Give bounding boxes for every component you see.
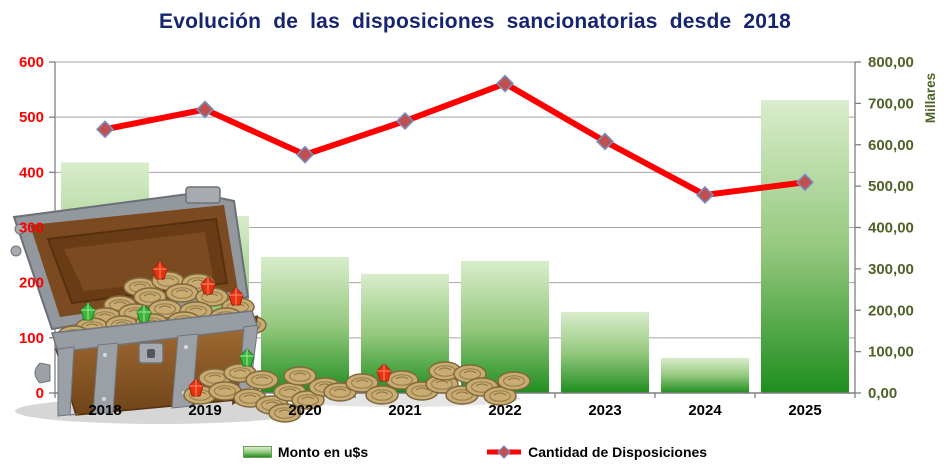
combo-chart-plot <box>49 61 861 398</box>
gridlines <box>55 61 855 339</box>
line-series <box>95 74 815 205</box>
legend-item-cantidad: Cantidad de Disposiciones <box>486 444 707 460</box>
line-series-swatch <box>487 445 522 459</box>
legend-label-cantidad: Cantidad de Disposiciones <box>528 444 708 460</box>
legend-item-monto: Monto en u$s <box>242 444 369 460</box>
legend-label-monto: Monto en u$s <box>277 444 369 460</box>
bar-series <box>61 100 849 393</box>
bar-series-swatch <box>242 446 272 458</box>
chart-title: Evolución de las disposiciones sancionat… <box>159 10 791 33</box>
chart-legend: Monto en u$s Cantidad de Disposiciones <box>0 444 950 460</box>
